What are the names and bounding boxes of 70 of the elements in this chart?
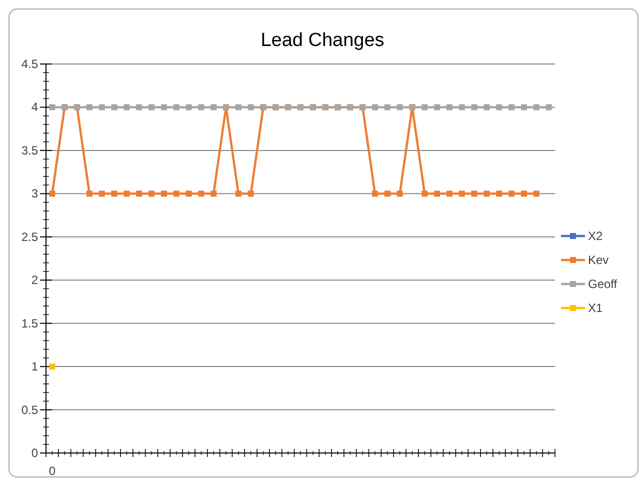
legend-label: Kev xyxy=(588,253,609,267)
point xyxy=(160,190,167,197)
y-tick-label: 1.5 xyxy=(21,316,38,330)
point xyxy=(136,104,142,110)
point xyxy=(98,104,105,110)
point xyxy=(86,104,92,110)
point xyxy=(111,190,118,197)
point xyxy=(508,104,515,110)
point xyxy=(198,104,204,110)
point xyxy=(384,104,390,110)
point xyxy=(173,190,180,197)
point xyxy=(148,104,155,110)
point xyxy=(148,190,155,197)
legend-label: X1 xyxy=(588,301,604,315)
point xyxy=(210,190,217,197)
point xyxy=(520,104,527,110)
y-tick-label: 3.5 xyxy=(21,143,38,158)
point xyxy=(422,190,428,197)
point xyxy=(235,104,242,110)
point xyxy=(198,190,204,197)
y-tick-label: 4.5 xyxy=(21,57,38,71)
point xyxy=(471,190,478,197)
point xyxy=(396,104,403,110)
point xyxy=(446,190,452,197)
point xyxy=(422,104,428,110)
point xyxy=(186,190,192,197)
point xyxy=(396,190,403,197)
point xyxy=(446,104,452,110)
point xyxy=(533,104,540,110)
point xyxy=(86,190,92,197)
point xyxy=(458,190,465,197)
point xyxy=(372,190,378,197)
point xyxy=(49,190,56,197)
y-tick-label: 0.5 xyxy=(21,402,38,417)
point xyxy=(496,104,502,110)
point xyxy=(160,104,167,110)
y-tick-label: 0 xyxy=(31,446,38,460)
point xyxy=(235,190,242,197)
point xyxy=(186,104,192,110)
legend-label: X2 xyxy=(588,229,604,243)
point xyxy=(98,190,105,197)
legend-label: Geoff xyxy=(588,277,618,291)
point xyxy=(384,190,390,197)
point xyxy=(471,104,478,110)
y-tick-label: 1 xyxy=(31,360,38,374)
point xyxy=(248,190,254,197)
point xyxy=(136,190,142,197)
point xyxy=(546,104,552,110)
chart-title: Lead Changes xyxy=(260,30,384,51)
y-tick-label: 4 xyxy=(31,100,38,114)
y-tick-label: 2.5 xyxy=(21,230,38,244)
point xyxy=(111,104,118,110)
point xyxy=(210,104,217,110)
y-tick-label: 2 xyxy=(31,273,38,288)
point xyxy=(124,104,130,110)
point xyxy=(496,190,502,197)
point xyxy=(458,104,465,110)
point xyxy=(434,104,440,110)
point xyxy=(372,104,378,110)
point xyxy=(484,104,490,110)
point xyxy=(533,190,540,197)
point xyxy=(124,190,130,197)
point xyxy=(434,190,440,197)
point xyxy=(484,190,490,197)
point xyxy=(508,190,515,197)
point xyxy=(173,104,180,110)
point xyxy=(49,104,56,110)
point xyxy=(520,190,527,197)
y-tick-label: 3 xyxy=(31,186,38,201)
point xyxy=(248,104,254,110)
